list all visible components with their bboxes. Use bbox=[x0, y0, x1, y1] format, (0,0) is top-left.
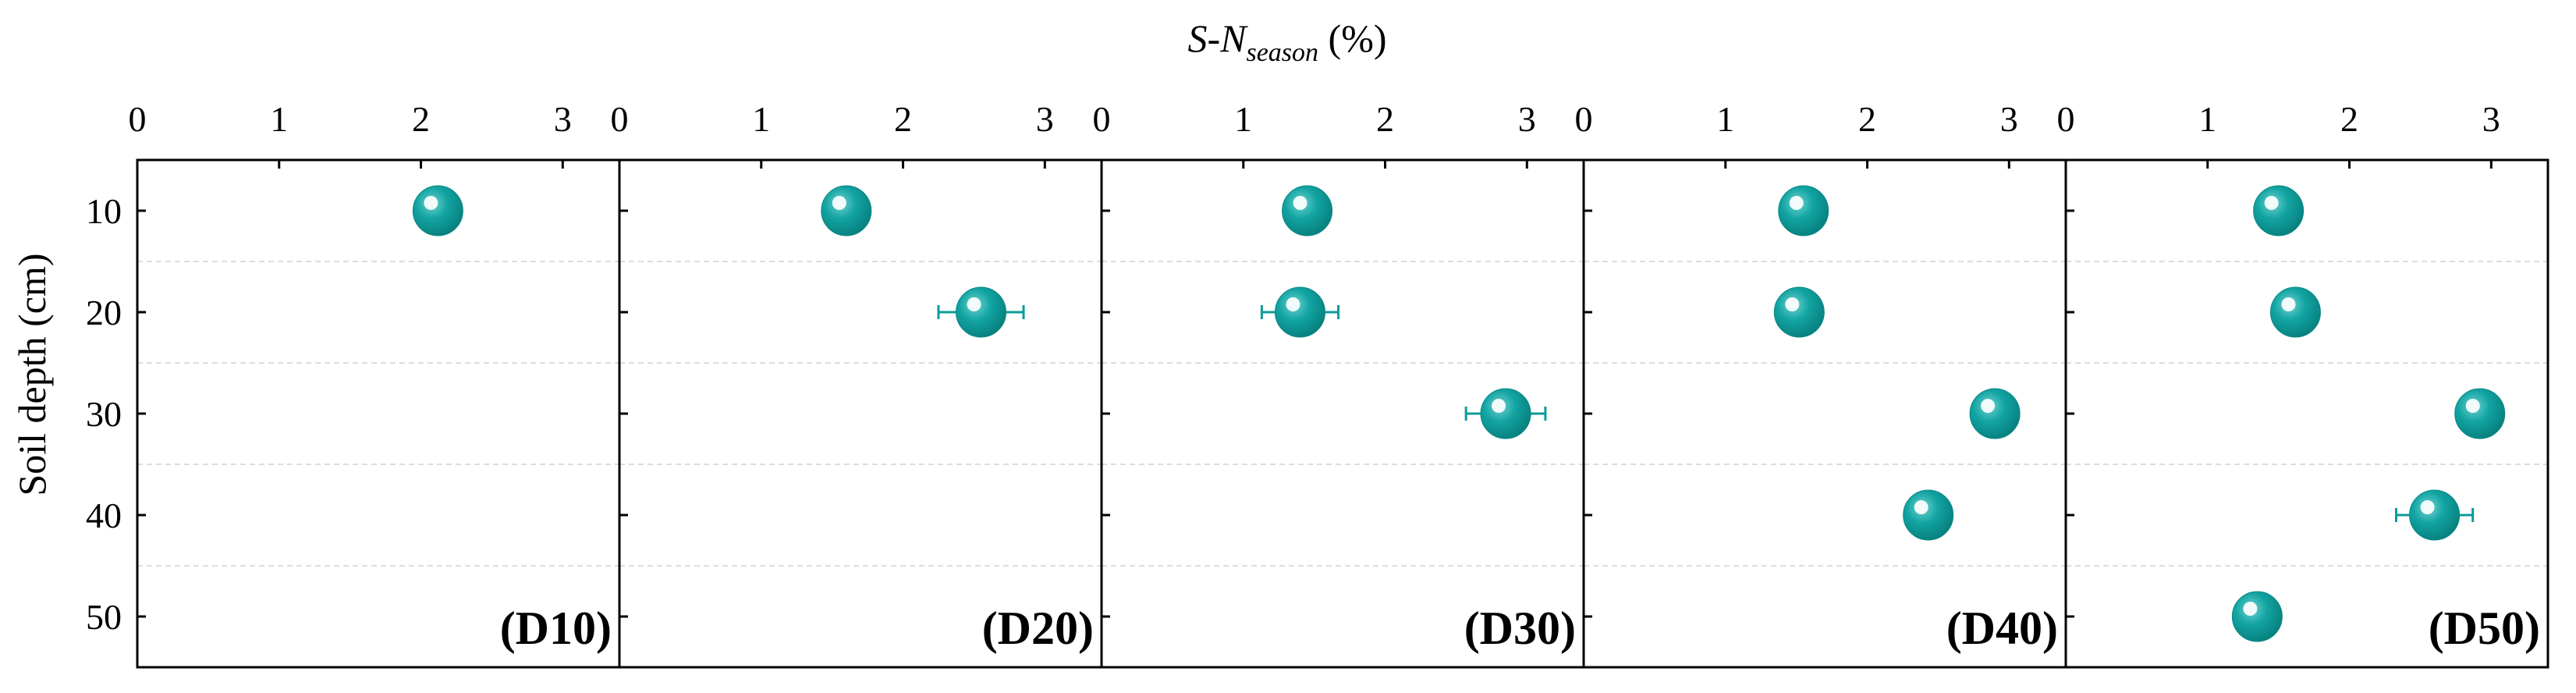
panel-5: 0 1 2 3 (D50) bbox=[2057, 99, 2549, 669]
marker-highlight bbox=[1293, 196, 1308, 210]
x-tick-label: 3 bbox=[1518, 99, 1536, 139]
panel-3: 0 1 2 3 (D30) bbox=[1093, 99, 1585, 669]
marker-highlight bbox=[1785, 297, 1800, 311]
marker-highlight bbox=[967, 297, 981, 311]
data-marker bbox=[412, 185, 463, 236]
data-marker bbox=[1778, 185, 1829, 236]
marker-highlight bbox=[2264, 196, 2279, 210]
y-tick-label: 40 bbox=[86, 496, 122, 535]
panel-label: (D40) bbox=[1946, 602, 2058, 654]
panel-label: (D30) bbox=[1464, 602, 1576, 654]
panel-frame bbox=[136, 158, 621, 669]
y-tick-label: 50 bbox=[86, 597, 122, 637]
x-tick-label: 1 bbox=[2198, 99, 2216, 139]
x-tick-label: 3 bbox=[554, 99, 572, 139]
data-point bbox=[1903, 489, 1954, 541]
marker-highlight bbox=[424, 196, 438, 210]
data-point bbox=[412, 185, 463, 236]
y-tick-label: 30 bbox=[86, 394, 122, 434]
marker-highlight bbox=[1789, 196, 1804, 210]
data-marker bbox=[1480, 388, 1531, 439]
data-point bbox=[2395, 489, 2475, 541]
panel-label: (D10) bbox=[500, 602, 612, 654]
marker-highlight bbox=[1914, 500, 1928, 514]
x-tick-label: 1 bbox=[270, 99, 288, 139]
marker-highlight bbox=[2281, 297, 2296, 311]
x-axis-title: S-Nseason (%) bbox=[1187, 16, 1386, 67]
data-marker bbox=[1274, 286, 1325, 338]
data-marker bbox=[1282, 185, 1333, 236]
data-marker bbox=[1903, 489, 1954, 541]
data-point bbox=[1778, 185, 1829, 236]
marker-highlight bbox=[1981, 399, 1996, 413]
data-marker bbox=[956, 286, 1006, 338]
data-marker bbox=[2231, 591, 2283, 642]
x-tick-label: 0 bbox=[1575, 99, 1593, 139]
y-tick-label: 10 bbox=[86, 191, 122, 231]
data-point bbox=[937, 286, 1025, 338]
x-tick-label: 0 bbox=[129, 99, 147, 139]
x-axis-title-unit: (%) bbox=[1318, 16, 1386, 60]
data-marker bbox=[821, 185, 872, 236]
data-point bbox=[1773, 286, 1825, 338]
x-tick-label: 3 bbox=[2482, 99, 2500, 139]
data-point bbox=[2231, 591, 2283, 642]
data-marker bbox=[1969, 388, 2021, 439]
data-point bbox=[1282, 185, 1333, 236]
x-tick-label: 2 bbox=[894, 99, 912, 139]
x-axis-title-subscript: season bbox=[1246, 38, 1318, 67]
data-point bbox=[1260, 286, 1340, 338]
data-marker bbox=[2253, 185, 2305, 236]
x-tick-label: 3 bbox=[2000, 99, 2018, 139]
x-tick-label: 0 bbox=[1093, 99, 1111, 139]
data-marker bbox=[2409, 489, 2461, 541]
panel-frame bbox=[618, 158, 1103, 669]
panel-label: (D50) bbox=[2429, 602, 2540, 654]
marker-highlight bbox=[1492, 399, 1506, 413]
x-tick-label: 1 bbox=[1234, 99, 1252, 139]
data-marker bbox=[1773, 286, 1825, 338]
data-point bbox=[2454, 388, 2506, 439]
marker-highlight bbox=[2243, 602, 2258, 616]
panel-label: (D20) bbox=[982, 602, 1094, 654]
x-tick-label: 2 bbox=[2340, 99, 2358, 139]
panel-1: 0 1 2 3 10 20 30 40 50 (D10) bbox=[86, 99, 621, 669]
data-marker bbox=[2269, 286, 2321, 338]
x-tick-label: 2 bbox=[412, 99, 430, 139]
marker-highlight bbox=[2465, 399, 2480, 413]
marker-highlight bbox=[1286, 297, 1300, 311]
x-tick-label: 3 bbox=[1036, 99, 1054, 139]
x-tick-label: 2 bbox=[1858, 99, 1876, 139]
x-tick-label: 1 bbox=[1716, 99, 1734, 139]
data-point bbox=[1969, 388, 2021, 439]
x-tick-label: 1 bbox=[752, 99, 770, 139]
data-point bbox=[821, 185, 872, 236]
panel-4: 0 1 2 3 (D40) bbox=[1575, 99, 2067, 669]
data-point bbox=[1464, 388, 1547, 439]
x-tick-label: 0 bbox=[2057, 99, 2075, 139]
y-axis-title: Soil depth (cm) bbox=[10, 253, 54, 496]
marker-highlight bbox=[2420, 500, 2435, 514]
panel-2: 0 1 2 3 (D20) bbox=[611, 99, 1103, 669]
x-tick-label: 0 bbox=[611, 99, 629, 139]
marker-highlight bbox=[832, 196, 846, 210]
x-tick-label: 2 bbox=[1376, 99, 1394, 139]
data-marker bbox=[2454, 388, 2506, 439]
data-point bbox=[2269, 286, 2321, 338]
x-axis-title-main: S-N bbox=[1187, 16, 1248, 60]
data-point bbox=[2253, 185, 2305, 236]
y-tick-label: 20 bbox=[86, 293, 122, 332]
